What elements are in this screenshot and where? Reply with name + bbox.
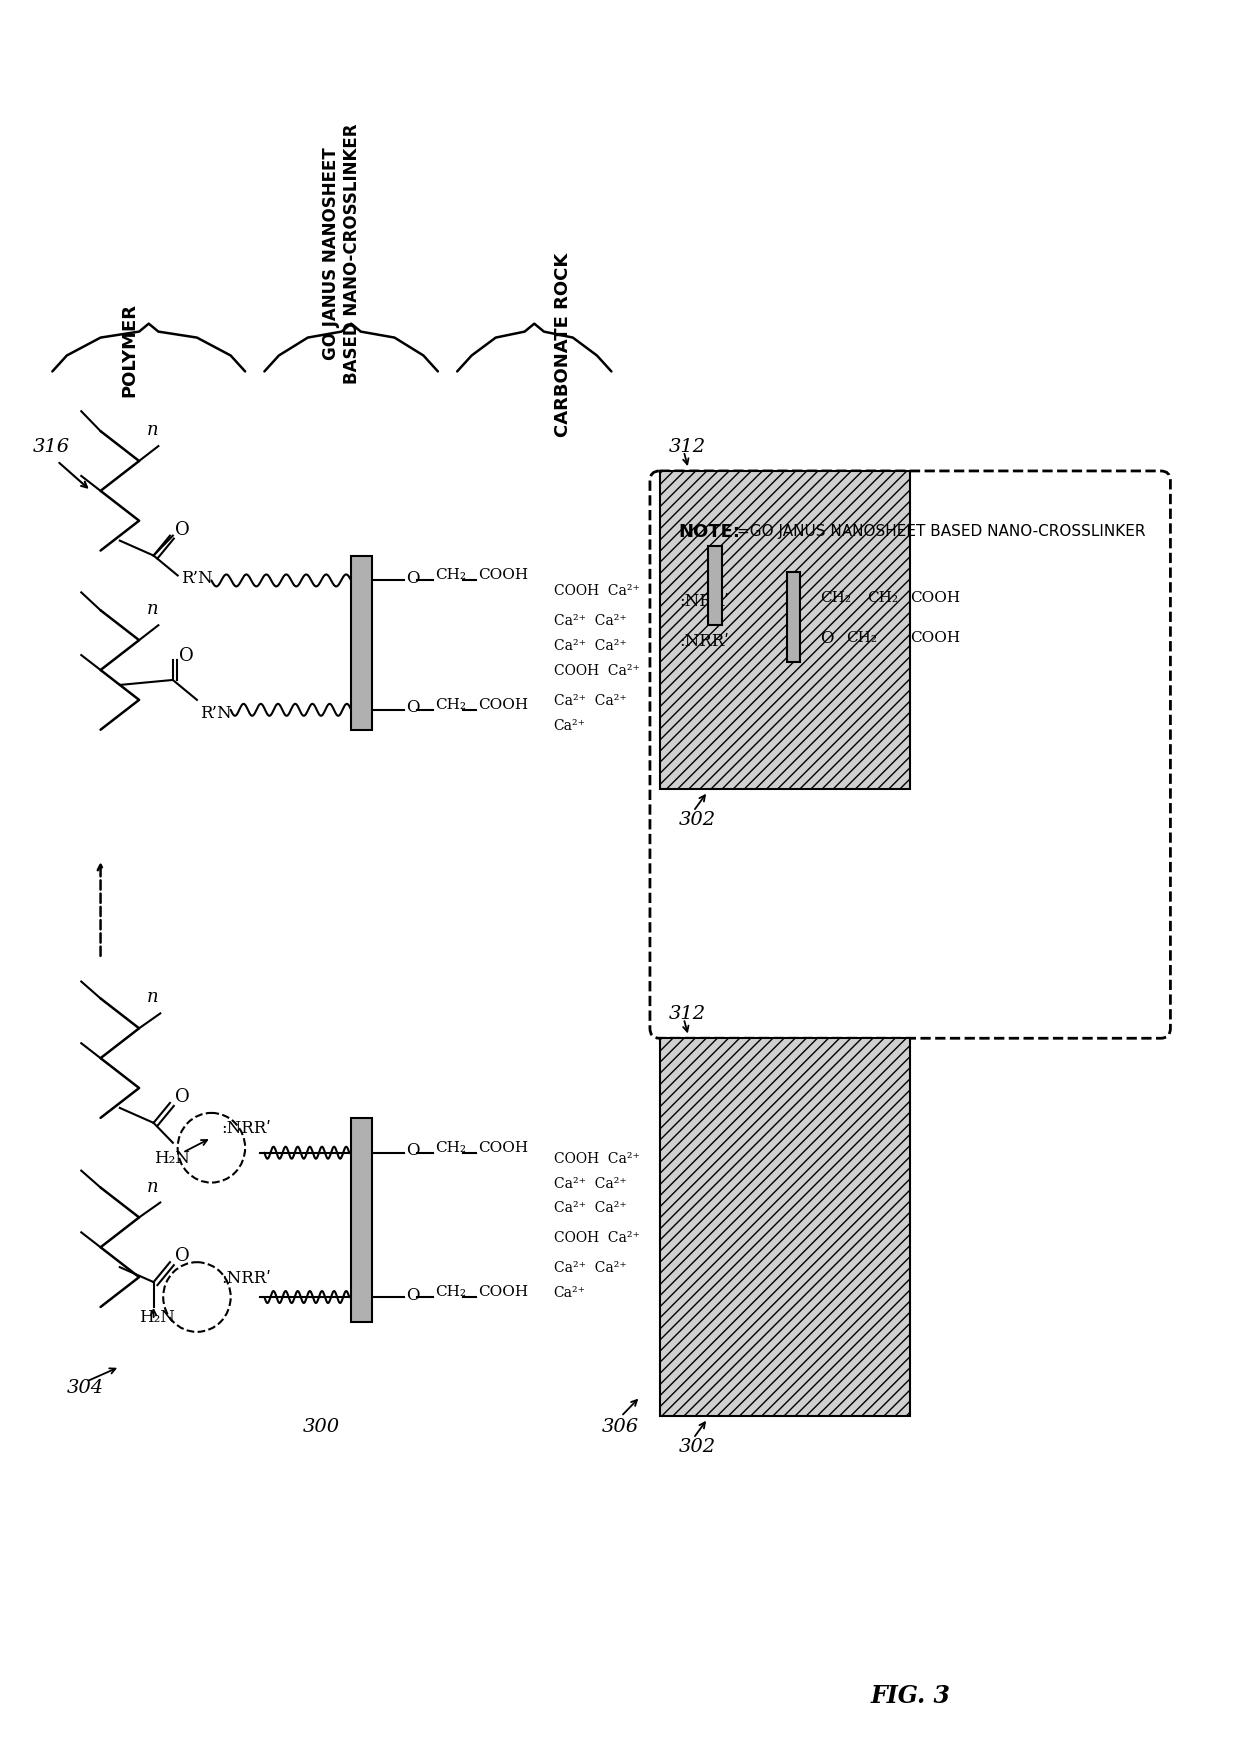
Text: COOH: COOH (479, 1284, 528, 1298)
Text: CH₂: CH₂ (435, 1284, 466, 1298)
Text: Ca²⁺: Ca²⁺ (553, 1286, 585, 1300)
Text: O: O (405, 1286, 419, 1304)
Text: COOH: COOH (910, 632, 960, 646)
Text: O: O (175, 1087, 190, 1106)
Text: Ca²⁺  Ca²⁺: Ca²⁺ Ca²⁺ (553, 693, 626, 707)
Text: COOH: COOH (479, 1140, 528, 1154)
Text: O: O (175, 520, 190, 538)
Text: n: n (146, 600, 159, 617)
Text: :NRRʹ: :NRRʹ (678, 632, 729, 649)
Text: 312: 312 (670, 437, 707, 455)
Text: COOH  Ca²⁺: COOH Ca²⁺ (553, 1152, 640, 1164)
Text: O: O (405, 699, 419, 716)
Text: O: O (175, 1247, 190, 1265)
Text: COOH  Ca²⁺: COOH Ca²⁺ (553, 584, 640, 598)
Text: POLYMER: POLYMER (120, 303, 139, 397)
Text: O: O (405, 570, 419, 587)
FancyBboxPatch shape (650, 471, 1171, 1039)
Bar (787, 573, 800, 663)
Text: 304: 304 (67, 1378, 104, 1395)
Text: CARBONATE ROCK: CARBONATE ROCK (554, 252, 572, 437)
Text: COOH: COOH (910, 591, 960, 605)
Text: Ca²⁺  Ca²⁺: Ca²⁺ Ca²⁺ (553, 639, 626, 653)
Text: R’N: R’N (200, 704, 232, 721)
Text: Ca²⁺  Ca²⁺: Ca²⁺ Ca²⁺ (553, 614, 626, 628)
Text: GO JANUS NANOSHEET
BASED NANO-CROSSLINKER: GO JANUS NANOSHEET BASED NANO-CROSSLINKE… (322, 123, 361, 385)
Text: :NRRʹ: :NRRʹ (221, 1268, 270, 1286)
Text: NOTE:: NOTE: (678, 522, 740, 540)
Text: n: n (146, 422, 159, 439)
Text: 302: 302 (678, 811, 715, 829)
Text: CH₂: CH₂ (435, 568, 466, 582)
Text: 312: 312 (670, 1005, 707, 1023)
Text: CH₂: CH₂ (435, 1140, 466, 1154)
Text: n: n (146, 1177, 159, 1194)
Text: H₂N: H₂N (154, 1150, 190, 1166)
Text: O: O (405, 1141, 419, 1159)
Text: O: O (179, 647, 193, 665)
Text: 316: 316 (33, 437, 71, 455)
Text: 302: 302 (678, 1438, 715, 1455)
Text: Ca²⁺  Ca²⁺: Ca²⁺ Ca²⁺ (553, 1177, 626, 1191)
Text: :NRRʹ: :NRRʹ (221, 1120, 270, 1136)
Text: 306: 306 (601, 1418, 639, 1436)
Bar (660, 1039, 910, 1416)
Text: O: O (821, 630, 835, 646)
Bar (660, 471, 910, 790)
Text: COOH: COOH (479, 568, 528, 582)
Text: H₂N: H₂N (139, 1309, 175, 1327)
Bar (708, 547, 722, 626)
Text: CH₂: CH₂ (821, 591, 852, 605)
Text: :NRRʹ: :NRRʹ (678, 593, 729, 610)
Text: COOH  Ca²⁺: COOH Ca²⁺ (553, 1231, 640, 1245)
Text: R’N: R’N (181, 570, 212, 587)
Text: Ca²⁺: Ca²⁺ (553, 718, 585, 732)
Bar (351, 1118, 372, 1323)
Text: CH₂: CH₂ (435, 697, 466, 711)
Text: Ca²⁺  Ca²⁺: Ca²⁺ Ca²⁺ (553, 1201, 626, 1215)
Text: CH₂: CH₂ (847, 632, 878, 646)
Text: FIG. 3: FIG. 3 (870, 1683, 950, 1708)
Text: Ca²⁺  Ca²⁺: Ca²⁺ Ca²⁺ (553, 1261, 626, 1274)
Text: n: n (146, 988, 159, 1005)
Text: 300: 300 (303, 1418, 340, 1436)
Bar (351, 556, 372, 730)
Text: COOH: COOH (479, 697, 528, 711)
Text: COOH  Ca²⁺: COOH Ca²⁺ (553, 663, 640, 677)
Text: =GO JANUS NANOSHEET BASED NANO-CROSSLINKER: =GO JANUS NANOSHEET BASED NANO-CROSSLINK… (737, 524, 1146, 538)
Text: CH₂: CH₂ (867, 591, 898, 605)
